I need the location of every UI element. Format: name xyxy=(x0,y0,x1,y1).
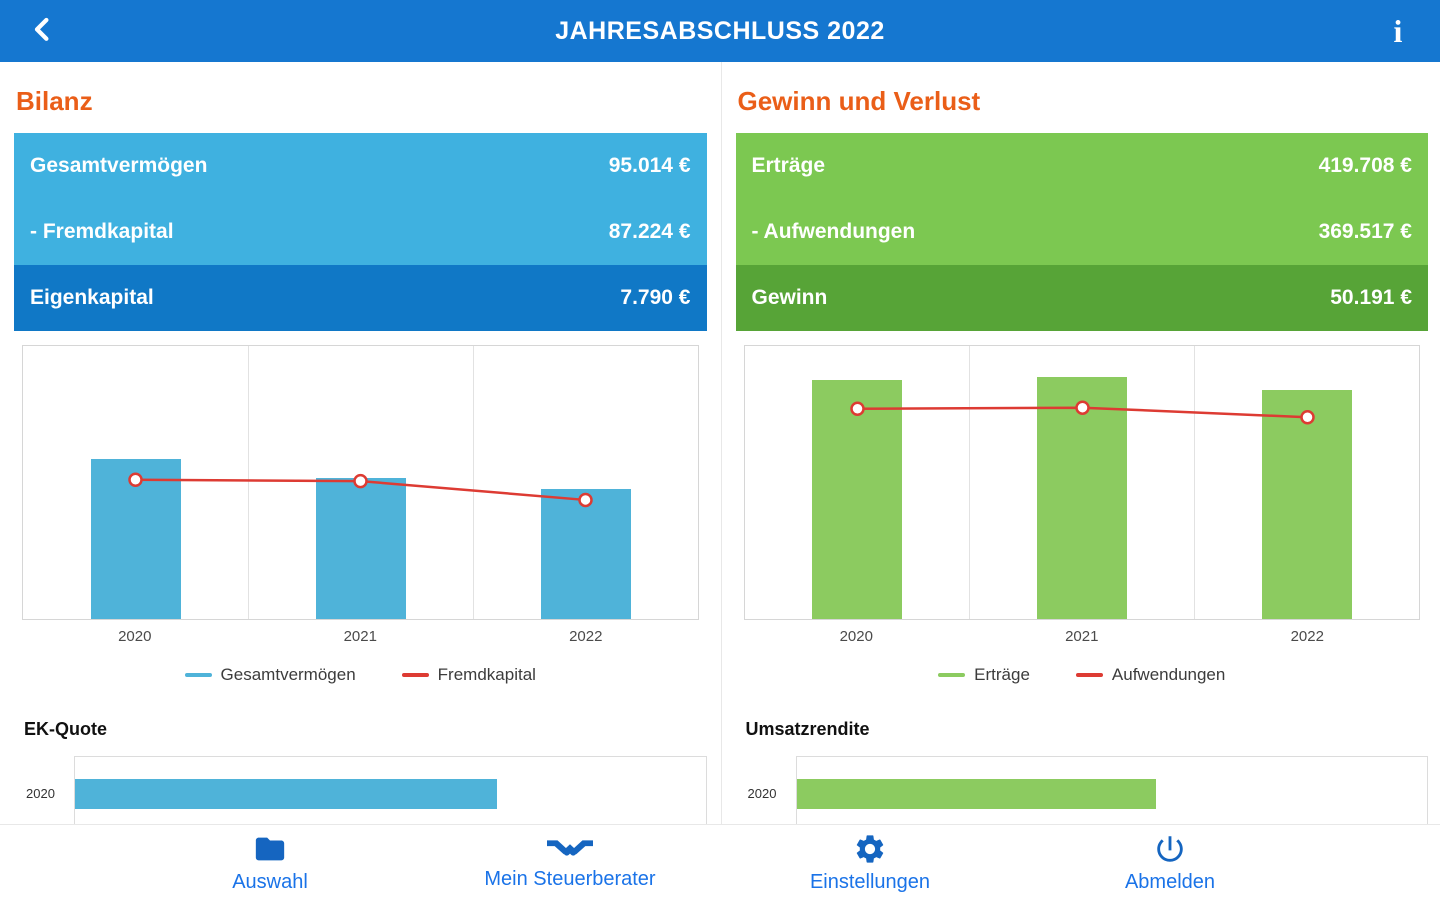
info-icon: i xyxy=(1393,13,1403,49)
ek-quote-heading: EK-Quote xyxy=(24,719,107,739)
line-series xyxy=(849,400,1315,425)
umsatzrendite-heading: Umsatzrendite xyxy=(745,719,870,739)
chart-bar xyxy=(1037,377,1127,619)
x-axis-labels: 2020 2021 2022 xyxy=(744,628,1421,645)
table-row: - Fremdkapital 87.224 € xyxy=(14,199,707,265)
row-value: 419.708 € xyxy=(1318,154,1412,177)
folder-icon xyxy=(253,832,287,866)
nav-label: Abmelden xyxy=(1124,870,1216,893)
y-axis-labels: 2020 xyxy=(736,756,796,876)
chart-bar xyxy=(540,489,631,619)
nav-label: Einstellungen xyxy=(809,870,931,893)
row-value: 50.191 € xyxy=(1330,286,1412,309)
row-value: 95.014 € xyxy=(608,154,691,177)
x-axis-label: 2020 xyxy=(118,628,152,645)
bottom-nav: Auswahl Mein Steuerberater xyxy=(0,824,1440,900)
nav-item-einstellungen[interactable]: Einstellungen xyxy=(720,825,1020,900)
page-title: JAHRESABSCHLUSS 2022 xyxy=(555,16,885,45)
guv-heading: Gewinn und Verlust xyxy=(737,86,981,116)
row-label: - Aufwendungen xyxy=(751,220,916,243)
power-icon xyxy=(1153,832,1187,866)
x-axis-label: 2022 xyxy=(1290,628,1324,645)
chart-bar xyxy=(1262,389,1352,619)
gridline xyxy=(1194,346,1196,619)
row-label: Gewinn xyxy=(751,286,828,309)
legend-label: Gesamtvermögen xyxy=(220,665,356,684)
x-axis-label: 2020 xyxy=(839,628,873,645)
gridline xyxy=(969,346,971,619)
row-label: Gesamtvermögen xyxy=(30,154,208,177)
legend-item: Fremdkapital xyxy=(401,665,536,685)
info-button[interactable]: i xyxy=(1372,5,1424,57)
nav-label: Mein Steuerberater xyxy=(484,867,656,890)
row-label: Eigenkapital xyxy=(30,286,154,309)
chart-bar xyxy=(315,478,406,619)
legend-swatch xyxy=(184,673,212,677)
chart-bar xyxy=(796,779,1156,809)
chevron-left-icon xyxy=(27,15,57,48)
row-value: 369.517 € xyxy=(1318,220,1412,243)
legend-item: Aufwendungen xyxy=(1075,665,1226,685)
handshake-icon xyxy=(547,835,593,863)
table-row: Eigenkapital 7.790 € xyxy=(14,265,707,331)
nav-item-mein-steuerberater[interactable]: Mein Steuerberater xyxy=(420,825,720,900)
bilanz-chart: 2020 2021 2022 Gesamtvermögen Fremdkapital xyxy=(22,345,699,685)
row-label: Erträge xyxy=(751,154,826,177)
gridline xyxy=(472,346,474,619)
row-label: - Fremdkapital xyxy=(30,220,174,243)
legend-label: Erträge xyxy=(974,665,1030,684)
x-axis-label: 2021 xyxy=(1065,628,1099,645)
line-series xyxy=(128,472,593,508)
guv-table: Erträge 419.708 € - Aufwendungen 369.517… xyxy=(735,133,1428,331)
x-axis-label: 2021 xyxy=(343,628,377,645)
guv-chart: 2020 2021 2022 Erträge Aufwendungen xyxy=(743,345,1421,685)
legend-swatch xyxy=(938,673,966,677)
back-button[interactable] xyxy=(16,5,68,57)
bilanz-heading: Bilanz xyxy=(16,86,93,116)
chart-plot-area xyxy=(743,345,1420,620)
legend-item: Gesamtvermögen xyxy=(184,665,356,685)
bilanz-table: Gesamtvermögen 95.014 € - Fremdkapital 8… xyxy=(14,133,707,331)
legend-swatch xyxy=(401,673,429,677)
x-axis-label: 2022 xyxy=(569,628,603,645)
row-value: 7.790 € xyxy=(620,286,691,309)
content: Bilanz Gesamtvermögen 95.014 € - Fremdka… xyxy=(0,62,1440,876)
legend-item: Erträge xyxy=(938,665,1030,685)
chart-legend: Gesamtvermögen Fremdkapital xyxy=(22,665,699,685)
chart-bar xyxy=(75,779,498,809)
table-row: Gesamtvermögen 95.014 € xyxy=(14,133,707,199)
table-row: - Aufwendungen 369.517 € xyxy=(735,199,1428,265)
chart-plot-area xyxy=(22,345,699,620)
bilanz-section: Bilanz Gesamtvermögen 95.014 € - Fremdka… xyxy=(0,62,722,876)
x-axis-labels: 2020 2021 2022 xyxy=(22,628,699,645)
nav-item-auswahl[interactable]: Auswahl xyxy=(120,825,420,900)
y-axis-labels: 2020 xyxy=(14,756,74,876)
nav-label: Auswahl xyxy=(232,870,308,893)
gridline xyxy=(247,346,249,619)
nav-item-abmelden[interactable]: Abmelden xyxy=(1020,825,1320,900)
table-row: Gewinn 50.191 € xyxy=(735,265,1428,331)
gear-icon xyxy=(853,832,887,866)
y-axis-label: 2020 xyxy=(26,786,55,801)
legend-label: Aufwendungen xyxy=(1111,665,1226,684)
guv-section: Gewinn und Verlust Erträge 419.708 € - A… xyxy=(722,62,1440,876)
row-value: 87.224 € xyxy=(608,220,691,243)
top-bar: JAHRESABSCHLUSS 2022 i xyxy=(0,0,1440,62)
chart-bar xyxy=(812,380,902,619)
legend-swatch xyxy=(1075,673,1103,677)
table-row: Erträge 419.708 € xyxy=(735,133,1428,199)
legend-label: Fremdkapital xyxy=(437,665,536,684)
y-axis-label: 2020 xyxy=(747,786,777,801)
chart-legend: Erträge Aufwendungen xyxy=(744,665,1421,685)
